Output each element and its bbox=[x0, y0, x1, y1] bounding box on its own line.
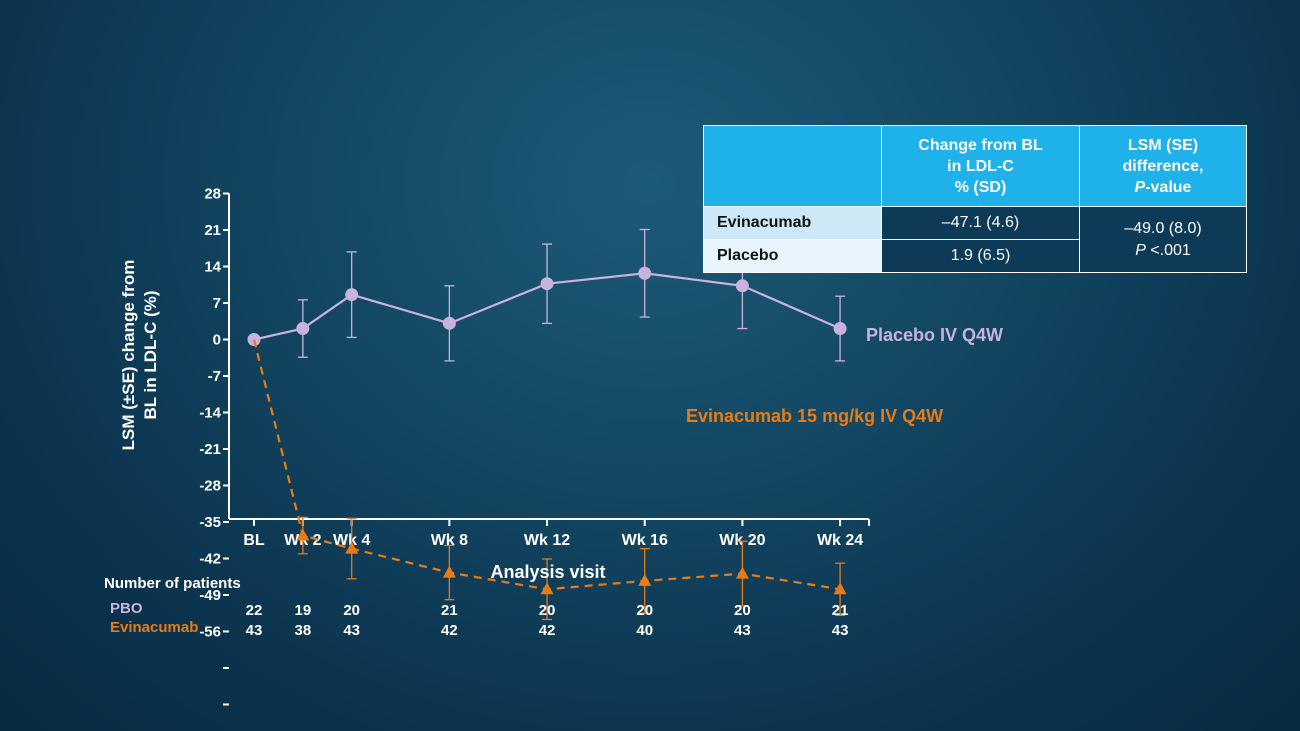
patient-count-evi: 43 bbox=[245, 622, 263, 639]
evinacumab-point bbox=[638, 573, 652, 586]
patient-count-pbo: 21 bbox=[441, 602, 458, 619]
header-diff-line3: P-value bbox=[1080, 177, 1246, 198]
patient-count-pbo: 20 bbox=[636, 602, 654, 619]
results-table-header-blank bbox=[703, 125, 882, 207]
patient-count-evi: 42 bbox=[441, 622, 458, 639]
y-tick-label: -7 bbox=[208, 368, 221, 385]
patient-count-evi: 43 bbox=[343, 622, 361, 639]
patient-count-pbo: 20 bbox=[734, 602, 751, 619]
header-change-line3: % (SD) bbox=[954, 178, 1007, 196]
y-axis-label-line2: BL in LDL-C (%) bbox=[141, 290, 160, 420]
row-change-placebo: 1.9 (6.5) bbox=[881, 239, 1080, 273]
evinacumab-series-label: Evinacumab 15 mg/kg IV Q4W bbox=[686, 406, 944, 426]
y-axis-label: LSM (±SE) change from BL in LDL-C (%) bbox=[118, 260, 162, 451]
placebo-point bbox=[638, 266, 652, 280]
evinacumab-point bbox=[833, 582, 847, 595]
patient-count-evi: 42 bbox=[538, 622, 556, 639]
patients-evi-label: Evinacumab bbox=[110, 619, 199, 636]
y-tick-label: 28 bbox=[204, 186, 221, 203]
header-change-line1: Change from BL bbox=[918, 136, 1043, 154]
results-table-row-evinacumab: Evinacumab –47.1 (4.6) –49.0 (8.0) P <.0… bbox=[703, 206, 1247, 273]
placebo-point bbox=[296, 322, 310, 336]
patients-pbo-label: PBO bbox=[110, 600, 143, 617]
y-tick-label: -35 bbox=[199, 514, 221, 531]
header-diff-line2: difference, bbox=[1122, 157, 1204, 175]
y-tick-label: 0 bbox=[213, 332, 221, 349]
y-axis-label-line1: LSM (±SE) change from bbox=[119, 259, 138, 451]
patient-count-pbo: 21 bbox=[831, 602, 849, 619]
evinacumab-point bbox=[735, 566, 749, 579]
results-table-header-change: Change from BL in LDL-C % (SD) bbox=[881, 125, 1080, 207]
header-p-italic: P bbox=[1134, 178, 1146, 196]
placebo-point bbox=[345, 288, 359, 302]
patient-count-evi: 40 bbox=[636, 622, 654, 639]
placebo-point bbox=[540, 277, 554, 291]
patient-count-evi: 43 bbox=[831, 622, 849, 639]
y-tick-label: 14 bbox=[204, 259, 221, 276]
patient-count-evi: 43 bbox=[734, 622, 751, 639]
header-p-rest: -value bbox=[1145, 178, 1192, 196]
patient-count-pbo: 22 bbox=[245, 602, 263, 619]
number-of-patients-title: Number of patients bbox=[104, 575, 241, 592]
patient-count-pbo: 19 bbox=[294, 602, 312, 619]
y-tick-label: -42 bbox=[199, 550, 221, 567]
y-tick-label: 21 bbox=[204, 222, 221, 239]
header-diff-line1: LSM (SE) bbox=[1127, 136, 1199, 154]
placebo-point bbox=[833, 322, 847, 336]
results-table: Change from BL in LDL-C % (SD) LSM (SE) … bbox=[703, 125, 1247, 273]
row-name-evinacumab: Evinacumab bbox=[703, 206, 882, 240]
y-axis-label-wrap: LSM (±SE) change from BL in LDL-C (%) bbox=[80, 240, 200, 470]
row-name-placebo: Placebo bbox=[703, 239, 882, 273]
x-axis-label: Analysis visit bbox=[490, 562, 606, 582]
difference-value: –49.0 (8.0) bbox=[1124, 219, 1202, 237]
placebo-point bbox=[442, 316, 456, 330]
placebo-point bbox=[735, 279, 749, 293]
header-change-line2: in LDL-C bbox=[947, 157, 1014, 175]
x-tick-label: Wk 12 bbox=[524, 532, 570, 549]
difference-cell: –49.0 (8.0) P <.001 bbox=[1079, 206, 1247, 273]
y-tick-label: 7 bbox=[213, 295, 221, 312]
p-italic: P bbox=[1135, 241, 1146, 259]
y-tick-label: -14 bbox=[199, 404, 221, 421]
x-tick-label: Wk 24 bbox=[817, 532, 863, 549]
placebo-line bbox=[253, 272, 841, 341]
p-value: P <.001 bbox=[1080, 240, 1246, 262]
evinacumab-point bbox=[540, 582, 554, 595]
y-tick-label: -21 bbox=[199, 441, 221, 458]
evinacumab-point bbox=[345, 541, 359, 554]
patient-count-pbo: 20 bbox=[343, 602, 361, 619]
results-table-header-difference: LSM (SE) difference, P-value bbox=[1079, 125, 1247, 207]
results-table-header-row: Change from BL in LDL-C % (SD) LSM (SE) … bbox=[703, 125, 1247, 207]
placebo-series-label: Placebo IV Q4W bbox=[866, 325, 1004, 345]
evinacumab-line bbox=[252, 339, 841, 591]
row-change-evinacumab: –47.1 (4.6) bbox=[881, 206, 1080, 240]
results-table-row-placebo: Placebo 1.9 (6.5) bbox=[703, 239, 1247, 273]
y-tick-label: -56 bbox=[199, 623, 221, 640]
p-rest: <.001 bbox=[1145, 241, 1191, 259]
y-tick-label: -28 bbox=[199, 477, 221, 494]
evinacumab-point bbox=[296, 528, 310, 541]
patient-count-pbo: 20 bbox=[538, 602, 556, 619]
x-tick-label: Wk 8 bbox=[431, 532, 468, 549]
x-tick-label: BL bbox=[243, 532, 265, 549]
patient-count-evi: 38 bbox=[294, 622, 312, 639]
x-tick-label: Wk 16 bbox=[622, 532, 668, 549]
y-tick-label: -49 bbox=[199, 587, 221, 604]
evinacumab-point bbox=[442, 565, 456, 578]
x-tick-label: Wk 20 bbox=[719, 532, 765, 549]
